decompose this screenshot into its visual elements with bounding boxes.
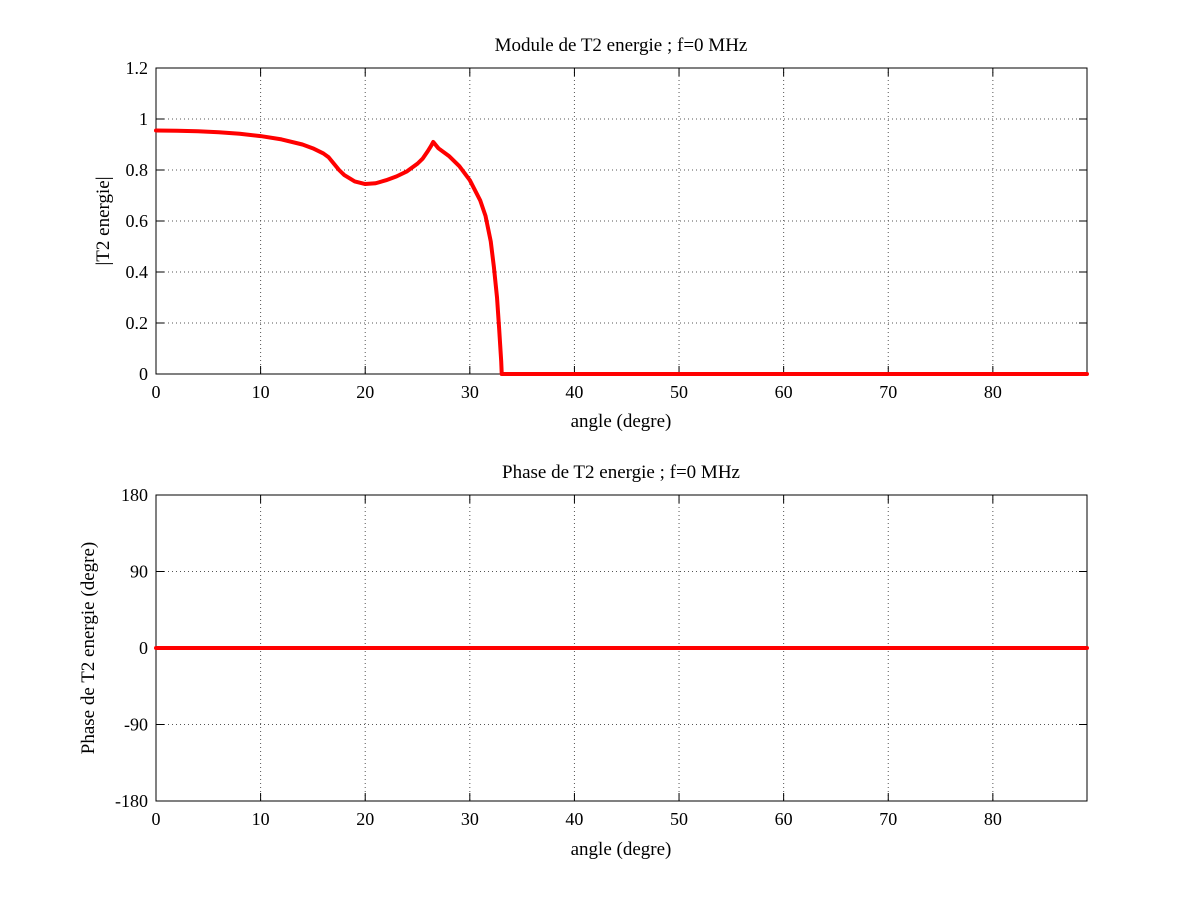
phase-x-tick-label: 80 (984, 809, 1002, 829)
module-chart-title: Module de T2 energie ; f=0 MHz (495, 35, 748, 56)
phase-subplot: 0 10 20 30 40 50 60 70 80 -180 -90 0 90 180 Phase de … (78, 462, 1089, 860)
module-series (154, 128, 1089, 376)
phase-x-axis-label: angle (degre) (571, 839, 672, 860)
module-subplot: 0 10 20 30 40 50 60 70 80 0 0.2 0.4 0.6 0.8 1 1.2 Modul… (93, 35, 1089, 432)
module-y-axis-label: |T2 energie| (93, 176, 114, 265)
module-x-tick-label: 30 (461, 382, 479, 402)
module-axes-box (155, 67, 1088, 375)
phase-x-tick-label: 40 (565, 809, 583, 829)
phase-y-tick-label: 0 (139, 638, 148, 658)
module-x-axis-label: angle (degre) (571, 411, 672, 432)
phase-y-tick-label: 180 (121, 485, 148, 505)
phase-x-tick-label: 50 (670, 809, 688, 829)
module-x-tick-label: 0 (152, 382, 161, 402)
module-x-tick-label: 10 (252, 382, 270, 402)
module-x-tick-label: 80 (984, 382, 1002, 402)
phase-x-tick-label: 20 (356, 809, 374, 829)
phase-y-tick-label: -180 (115, 791, 148, 811)
module-x-tick-label: 20 (356, 382, 374, 402)
module-x-tick-label: 60 (775, 382, 793, 402)
module-x-tick-label: 50 (670, 382, 688, 402)
phase-y-tick-label: -90 (124, 715, 148, 735)
module-x-tick-label: 40 (565, 382, 583, 402)
phase-x-tick-label: 30 (461, 809, 479, 829)
module-x-tick-label: 70 (879, 382, 897, 402)
phase-x-tick-label: 60 (775, 809, 793, 829)
module-y-tick-label: 1.2 (126, 58, 149, 78)
module-y-tick-label: 0.2 (126, 313, 149, 333)
phase-ticks: 0 10 20 30 40 50 60 70 80 -180 -90 0 90 180 (115, 485, 1087, 829)
module-y-tick-label: 0.6 (126, 211, 149, 231)
phase-x-tick-label: 10 (252, 809, 270, 829)
module-series-line (154, 128, 1089, 376)
module-y-tick-label: 0.8 (126, 160, 149, 180)
phase-y-axis-label: Phase de T2 energie (degre) (78, 542, 99, 754)
phase-y-tick-label: 90 (130, 562, 148, 582)
module-y-tick-label: 0 (139, 364, 148, 384)
phase-x-tick-label: 70 (879, 809, 897, 829)
module-grid (156, 68, 1087, 374)
module-y-tick-label: 0.4 (126, 262, 149, 282)
module-y-tick-label: 1 (139, 109, 148, 129)
phase-chart-title: Phase de T2 energie ; f=0 MHz (502, 462, 740, 483)
phase-x-tick-label: 0 (152, 809, 161, 829)
